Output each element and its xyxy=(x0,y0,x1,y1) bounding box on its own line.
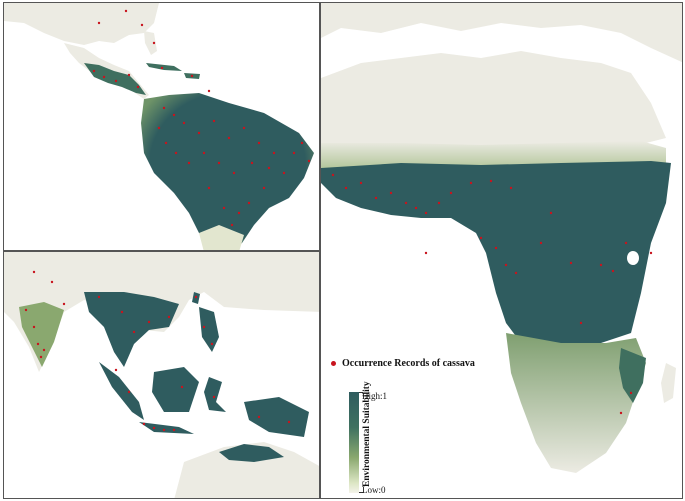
lake-victoria xyxy=(627,251,639,265)
ramp-tick-low xyxy=(359,492,363,493)
europe-land xyxy=(321,3,682,63)
map-panel-asia xyxy=(3,251,320,499)
africa-map xyxy=(321,3,682,473)
madagascar-land xyxy=(661,363,676,403)
australia-land xyxy=(174,442,319,498)
north-america-land xyxy=(4,3,159,45)
scale-low-label: Low:0 xyxy=(362,485,386,495)
sulawesi-land xyxy=(204,377,226,412)
scale-high-label: High:1 xyxy=(362,391,388,401)
occurrence-points-africa xyxy=(331,173,653,415)
india-suitability xyxy=(19,302,64,367)
mozambique-suitability xyxy=(619,348,646,403)
suitability-scale-title: Environmental Suitability xyxy=(362,381,372,487)
southeast-asia-suitability xyxy=(84,292,179,367)
sumatra-land xyxy=(99,362,144,420)
philippines-land xyxy=(199,307,219,352)
ramp-tick-high xyxy=(359,392,363,393)
suitability-color-ramp xyxy=(349,392,359,493)
americas-map xyxy=(4,3,314,250)
occurrence-legend: Occurrence Records of cassava xyxy=(331,358,475,369)
florida-land xyxy=(144,31,157,55)
borneo-land xyxy=(152,367,199,412)
central-africa-suitability xyxy=(321,161,671,348)
central-america-suitability xyxy=(84,63,146,95)
java-land xyxy=(139,422,194,434)
north-africa-land xyxy=(321,51,666,153)
southern-africa-land xyxy=(506,333,646,473)
south-america-land xyxy=(141,93,314,250)
south-america-south-land xyxy=(199,225,244,250)
occurrence-legend-label: Occurrence Records of cassava xyxy=(342,358,475,369)
north-australia-suitability xyxy=(219,444,284,462)
occurrence-dot-icon xyxy=(331,361,336,366)
map-panel-americas xyxy=(3,2,320,251)
new-guinea-land xyxy=(244,397,309,437)
asia-map xyxy=(4,252,319,498)
occurrence-points-americas xyxy=(92,9,311,227)
cuba-land xyxy=(146,63,182,71)
map-panel-africa xyxy=(320,2,683,499)
occurrence-points-asia xyxy=(24,270,291,432)
